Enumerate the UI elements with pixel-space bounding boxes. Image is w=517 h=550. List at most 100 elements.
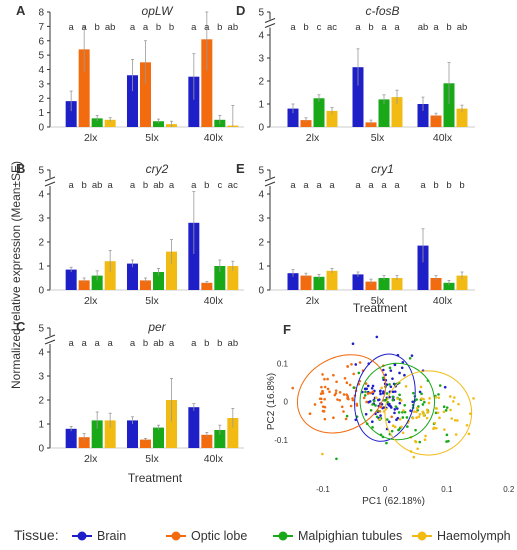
category-label: 2lx (84, 453, 98, 465)
bar-brain (127, 75, 138, 127)
pca-point-brain (389, 369, 393, 372)
pca-point-optic-lobe (338, 391, 342, 394)
pca-point-malpighian-tubules (345, 414, 349, 418)
pca-point-malpighian-tubules (442, 405, 446, 409)
pca-point-brain (398, 371, 401, 375)
pca-point-brain (387, 404, 391, 407)
x-axis-title-left: Treatment (128, 471, 183, 485)
pca-ellipse-malpighian-tubules (359, 362, 436, 441)
pca-point-optic-lobe (335, 380, 338, 384)
bar-haemolymph (456, 108, 468, 127)
pca-point-brain (379, 392, 382, 396)
y-tick-label: 0 (38, 286, 44, 297)
pca-point-optic-lobe (351, 397, 354, 400)
pca-point-brain (396, 416, 400, 420)
pca-point-optic-lobe (365, 400, 368, 404)
pca-point-malpighian-tubules (398, 393, 401, 397)
pca-point-malpighian-tubules (434, 411, 438, 415)
pca-point-optic-lobe (346, 396, 349, 400)
pca-point-optic-lobe (364, 382, 368, 385)
pca-point-haemolymph (400, 425, 403, 429)
significance-letter: a (191, 180, 197, 191)
bar-brain (352, 67, 364, 127)
pca-point-malpighian-tubules (444, 409, 448, 412)
x-axis-label: PC1 (62.18%) (362, 496, 425, 507)
pca-point-brain (443, 385, 447, 389)
pca-point-brain (371, 420, 374, 424)
significance-letter: a (420, 180, 426, 191)
pca-point-malpighian-tubules (414, 428, 417, 432)
pca-point-haemolymph (412, 410, 416, 413)
significance-letter: a (69, 180, 75, 191)
y-tick-label: 0 (258, 123, 264, 134)
pca-point-brain (366, 384, 370, 388)
pca-point-brain (363, 387, 367, 391)
pca-point-brain (398, 401, 402, 405)
y-tick-label: 2 (38, 238, 44, 249)
bar-optic-lobe (140, 439, 151, 448)
pca-point-brain (393, 411, 396, 415)
bar-optic-lobe (201, 434, 213, 448)
y-axis-label: PC2 (16.8%) (266, 373, 277, 430)
chart-panel-f: F PC1 (62.18%) PC2 (16.8%) -0.1 0 0.1 0.2 -0.1 0… (266, 322, 515, 507)
gene-title: cry2 (146, 162, 169, 176)
pca-point-brain (389, 385, 393, 389)
pca-point-haemolymph (391, 424, 395, 428)
significance-letter: a (368, 180, 374, 191)
pca-point-haemolymph (393, 425, 397, 429)
bar-optic-lobe (201, 282, 213, 290)
legend-swatch-brain (77, 531, 87, 541)
category-label: 40lx (433, 295, 453, 307)
axis-break-mark (264, 176, 276, 182)
panel-letter: E (236, 161, 245, 176)
pca-point-optic-lobe (345, 393, 349, 396)
y-tick-label: -0.1 (274, 436, 288, 445)
pca-point-haemolymph (416, 447, 419, 451)
pca-point-brain (367, 400, 371, 404)
pca-point-malpighian-tubules (397, 411, 401, 414)
pca-point-brain (354, 363, 358, 366)
gene-title: opLW (142, 4, 175, 18)
significance-letter: a (290, 22, 296, 33)
bar-haemolymph (166, 400, 177, 448)
significance-letter: a (355, 22, 361, 33)
y-tick-label: 3 (258, 214, 264, 225)
bar-optic-lobe (300, 120, 312, 127)
pca-point-haemolymph (436, 411, 440, 415)
y-tick-label: 2 (258, 77, 264, 88)
bar-optic-lobe (78, 280, 90, 290)
legend-label-haemolymph: Haemolymph (437, 529, 511, 543)
pca-point-malpighian-tubules (420, 392, 423, 396)
significance-letter: b (446, 22, 451, 33)
bar-optic-lobe (201, 39, 213, 127)
pca-point-haemolymph (434, 395, 438, 399)
pca-point-malpighian-tubules (412, 391, 415, 395)
significance-letter: a (329, 180, 335, 191)
significance-letter: a (82, 22, 88, 33)
pca-point-malpighian-tubules (418, 440, 422, 444)
significance-letter: a (108, 180, 114, 191)
bar-brain (188, 407, 200, 448)
category-label: 5lx (145, 132, 159, 144)
pca-point-haemolymph (396, 397, 399, 400)
pca-point-haemolymph (438, 416, 441, 420)
category-label: 5lx (371, 295, 385, 307)
pca-point-haemolymph (415, 410, 418, 414)
pca-point-optic-lobe (390, 415, 394, 419)
category-label: 5lx (145, 453, 159, 465)
pca-point-malpighian-tubules (371, 426, 374, 429)
significance-letter: ab (153, 180, 164, 191)
pca-point-brain (403, 373, 406, 377)
pca-point-malpighian-tubules (374, 404, 377, 407)
pca-point-optic-lobe (323, 377, 326, 381)
axis-break-mark (44, 181, 56, 187)
pca-point-optic-lobe (308, 412, 312, 416)
significance-letter: a (169, 338, 175, 349)
pca-ellipse-optic-lobe (296, 354, 387, 434)
pca-point-brain (389, 406, 393, 409)
pca-point-haemolymph (402, 409, 405, 412)
pca-point-haemolymph (423, 438, 427, 442)
significance-letter: a (95, 338, 101, 349)
pca-point-brain (384, 373, 387, 377)
